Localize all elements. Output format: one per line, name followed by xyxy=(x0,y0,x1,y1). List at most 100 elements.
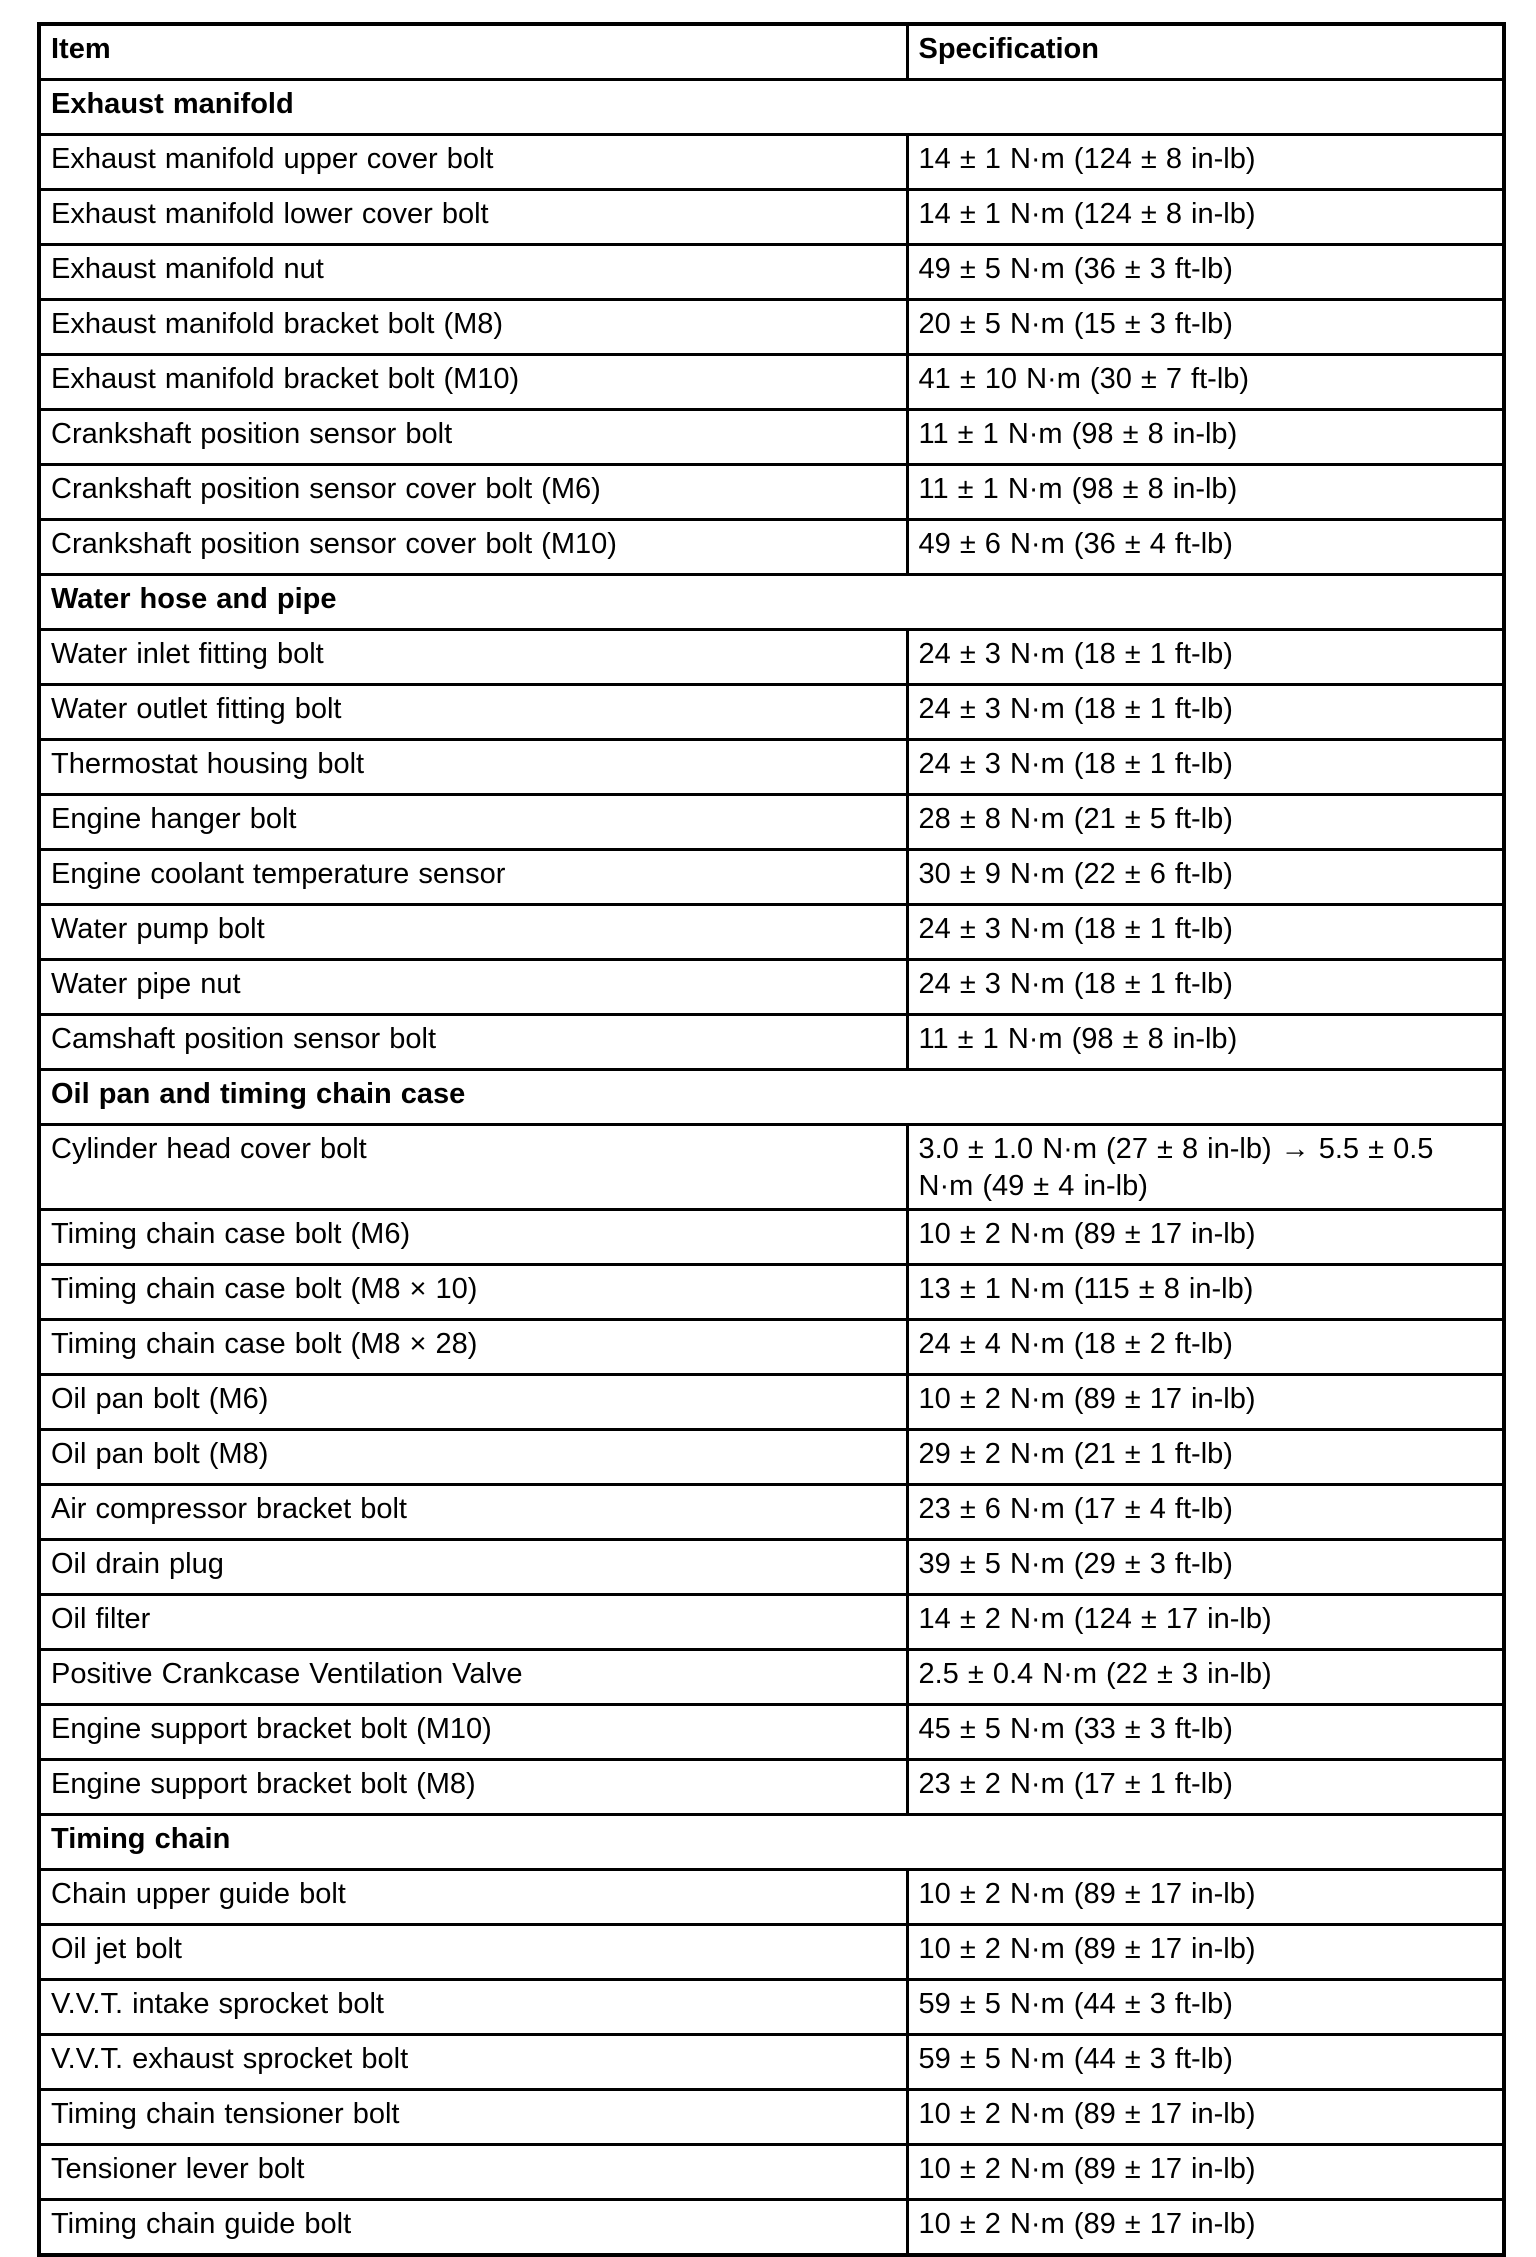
item-cell: V.V.T. intake sprocket bolt xyxy=(37,1978,909,2036)
section-title: Timing chain xyxy=(37,1813,1506,1871)
section-title: Oil pan and timing chain case xyxy=(37,1068,1506,1126)
spec-cell: 49 ± 6 N·m (36 ± 4 ft-lb) xyxy=(905,518,1506,576)
spec-cell: 2.5 ± 0.4 N·m (22 ± 3 in-lb) xyxy=(905,1648,1506,1706)
item-cell: Engine support bracket bolt (M10) xyxy=(37,1703,909,1761)
item-cell: Timing chain guide bolt xyxy=(37,2198,909,2257)
table-row: Timing chain guide bolt 10 ± 2 N·m (89 ±… xyxy=(37,2198,1506,2257)
item-cell: Thermostat housing bolt xyxy=(37,738,909,796)
item-cell: Cylinder head cover bolt xyxy=(37,1123,909,1211)
spec-cell: 3.0 ± 1.0 N·m (27 ± 8 in-lb) → 5.5 ± 0.5… xyxy=(905,1123,1506,1211)
spec-cell: 41 ± 10 N·m (30 ± 7 ft-lb) xyxy=(905,353,1506,411)
column-header-item: Item xyxy=(37,22,909,81)
spec-cell: 14 ± 1 N·m (124 ± 8 in-lb) xyxy=(905,133,1506,191)
table-row: Chain upper guide bolt 10 ± 2 N·m (89 ± … xyxy=(37,1868,1506,1926)
table-row: Oil filter 14 ± 2 N·m (124 ± 17 in-lb) xyxy=(37,1593,1506,1651)
spec-cell: 24 ± 3 N·m (18 ± 1 ft-lb) xyxy=(905,683,1506,741)
section-title: Water hose and pipe xyxy=(37,573,1506,631)
table-row: Oil pan bolt (M6) 10 ± 2 N·m (89 ± 17 in… xyxy=(37,1373,1506,1431)
spec-cell: 24 ± 4 N·m (18 ± 2 ft-lb) xyxy=(905,1318,1506,1376)
table-row: Engine hanger bolt 28 ± 8 N·m (21 ± 5 ft… xyxy=(37,793,1506,851)
spec-cell: 49 ± 5 N·m (36 ± 3 ft-lb) xyxy=(905,243,1506,301)
table-row: Engine support bracket bolt (M8) 23 ± 2 … xyxy=(37,1758,1506,1816)
item-cell: Timing chain case bolt (M8 × 10) xyxy=(37,1263,909,1321)
torque-spec-table: Item Specification Exhaust manifold Exha… xyxy=(37,22,1506,2257)
item-cell: Oil jet bolt xyxy=(37,1923,909,1981)
table-row: Positive Crankcase Ventilation Valve 2.5… xyxy=(37,1648,1506,1706)
table-row: Water pump bolt 24 ± 3 N·m (18 ± 1 ft-lb… xyxy=(37,903,1506,961)
spec-cell: 10 ± 2 N·m (89 ± 17 in-lb) xyxy=(905,1373,1506,1431)
item-cell: Exhaust manifold lower cover bolt xyxy=(37,188,909,246)
table-row: V.V.T. exhaust sprocket bolt 59 ± 5 N·m … xyxy=(37,2033,1506,2091)
table-row: Oil jet bolt 10 ± 2 N·m (89 ± 17 in-lb) xyxy=(37,1923,1506,1981)
table-row: Cylinder head cover bolt 3.0 ± 1.0 N·m (… xyxy=(37,1123,1506,1211)
spec-cell: 10 ± 2 N·m (89 ± 17 in-lb) xyxy=(905,1208,1506,1266)
item-cell: Oil pan bolt (M6) xyxy=(37,1373,909,1431)
spec-cell: 10 ± 2 N·m (89 ± 17 in-lb) xyxy=(905,2143,1506,2201)
item-cell: Exhaust manifold bracket bolt (M8) xyxy=(37,298,909,356)
table-row: Crankshaft position sensor cover bolt (M… xyxy=(37,518,1506,576)
spec-cell: 45 ± 5 N·m (33 ± 3 ft-lb) xyxy=(905,1703,1506,1761)
spec-cell: 10 ± 2 N·m (89 ± 17 in-lb) xyxy=(905,1868,1506,1926)
spec-cell: 11 ± 1 N·m (98 ± 8 in-lb) xyxy=(905,1013,1506,1071)
item-cell: Exhaust manifold bracket bolt (M10) xyxy=(37,353,909,411)
section-header-row-exhaust-manifold: Exhaust manifold xyxy=(37,78,1506,136)
table-row: Oil drain plug 39 ± 5 N·m (29 ± 3 ft-lb) xyxy=(37,1538,1506,1596)
item-cell: Water pipe nut xyxy=(37,958,909,1016)
spec-cell: 23 ± 6 N·m (17 ± 4 ft-lb) xyxy=(905,1483,1506,1541)
item-cell: Air compressor bracket bolt xyxy=(37,1483,909,1541)
table-row: Exhaust manifold lower cover bolt 14 ± 1… xyxy=(37,188,1506,246)
table-row: Water inlet fitting bolt 24 ± 3 N·m (18 … xyxy=(37,628,1506,686)
section-title: Exhaust manifold xyxy=(37,78,1506,136)
spec-cell: 24 ± 3 N·m (18 ± 1 ft-lb) xyxy=(905,628,1506,686)
spec-cell: 59 ± 5 N·m (44 ± 3 ft-lb) xyxy=(905,2033,1506,2091)
item-cell: Exhaust manifold nut xyxy=(37,243,909,301)
scanned-document-page: Item Specification Exhaust manifold Exha… xyxy=(37,22,1506,2257)
table-row: Timing chain case bolt (M8 × 28) 24 ± 4 … xyxy=(37,1318,1506,1376)
spec-cell: 23 ± 2 N·m (17 ± 1 ft-lb) xyxy=(905,1758,1506,1816)
spec-cell: 10 ± 2 N·m (89 ± 17 in-lb) xyxy=(905,2088,1506,2146)
item-cell: Water inlet fitting bolt xyxy=(37,628,909,686)
item-cell: Crankshaft position sensor cover bolt (M… xyxy=(37,463,909,521)
spec-cell: 13 ± 1 N·m (115 ± 8 in-lb) xyxy=(905,1263,1506,1321)
table-row: Crankshaft position sensor cover bolt (M… xyxy=(37,463,1506,521)
item-cell: Engine hanger bolt xyxy=(37,793,909,851)
table-row: Engine coolant temperature sensor 30 ± 9… xyxy=(37,848,1506,906)
table-row: Timing chain case bolt (M6) 10 ± 2 N·m (… xyxy=(37,1208,1506,1266)
table-row: Tensioner lever bolt 10 ± 2 N·m (89 ± 17… xyxy=(37,2143,1506,2201)
item-cell: Oil drain plug xyxy=(37,1538,909,1596)
table-row: Timing chain tensioner bolt 10 ± 2 N·m (… xyxy=(37,2088,1506,2146)
item-cell: Timing chain case bolt (M6) xyxy=(37,1208,909,1266)
section-header-row-timing-chain: Timing chain xyxy=(37,1813,1506,1871)
spec-cell: 29 ± 2 N·m (21 ± 1 ft-lb) xyxy=(905,1428,1506,1486)
spec-cell: 20 ± 5 N·m (15 ± 3 ft-lb) xyxy=(905,298,1506,356)
spec-cell: 14 ± 2 N·m (124 ± 17 in-lb) xyxy=(905,1593,1506,1651)
spec-cell: 10 ± 2 N·m (89 ± 17 in-lb) xyxy=(905,1923,1506,1981)
item-cell: Engine support bracket bolt (M8) xyxy=(37,1758,909,1816)
spec-cell: 24 ± 3 N·m (18 ± 1 ft-lb) xyxy=(905,958,1506,1016)
spec-cell: 30 ± 9 N·m (22 ± 6 ft-lb) xyxy=(905,848,1506,906)
item-cell: Positive Crankcase Ventilation Valve xyxy=(37,1648,909,1706)
table-row: Crankshaft position sensor bolt 11 ± 1 N… xyxy=(37,408,1506,466)
item-cell: Chain upper guide bolt xyxy=(37,1868,909,1926)
item-cell: Oil pan bolt (M8) xyxy=(37,1428,909,1486)
spec-cell: 39 ± 5 N·m (29 ± 3 ft-lb) xyxy=(905,1538,1506,1596)
table-row: Exhaust manifold bracket bolt (M10) 41 ±… xyxy=(37,353,1506,411)
table-row: Oil pan bolt (M8) 29 ± 2 N·m (21 ± 1 ft-… xyxy=(37,1428,1506,1486)
item-cell: Oil filter xyxy=(37,1593,909,1651)
item-cell: Engine coolant temperature sensor xyxy=(37,848,909,906)
table-row: Timing chain case bolt (M8 × 10) 13 ± 1 … xyxy=(37,1263,1506,1321)
item-cell: Timing chain tensioner bolt xyxy=(37,2088,909,2146)
table-row: Exhaust manifold nut 49 ± 5 N·m (36 ± 3 … xyxy=(37,243,1506,301)
table-row: Engine support bracket bolt (M10) 45 ± 5… xyxy=(37,1703,1506,1761)
table-row: Camshaft position sensor bolt 11 ± 1 N·m… xyxy=(37,1013,1506,1071)
item-cell: Exhaust manifold upper cover bolt xyxy=(37,133,909,191)
spec-cell: 11 ± 1 N·m (98 ± 8 in-lb) xyxy=(905,408,1506,466)
item-cell: Tensioner lever bolt xyxy=(37,2143,909,2201)
section-header-row-oil-pan-and-timing-chain-case: Oil pan and timing chain case xyxy=(37,1068,1506,1126)
spec-cell: 59 ± 5 N·m (44 ± 3 ft-lb) xyxy=(905,1978,1506,2036)
item-cell: Camshaft position sensor bolt xyxy=(37,1013,909,1071)
table-row: Exhaust manifold upper cover bolt 14 ± 1… xyxy=(37,133,1506,191)
item-cell: Crankshaft position sensor cover bolt (M… xyxy=(37,518,909,576)
table-header-row: Item Specification xyxy=(37,22,1506,81)
table-row: Air compressor bracket bolt 23 ± 6 N·m (… xyxy=(37,1483,1506,1541)
